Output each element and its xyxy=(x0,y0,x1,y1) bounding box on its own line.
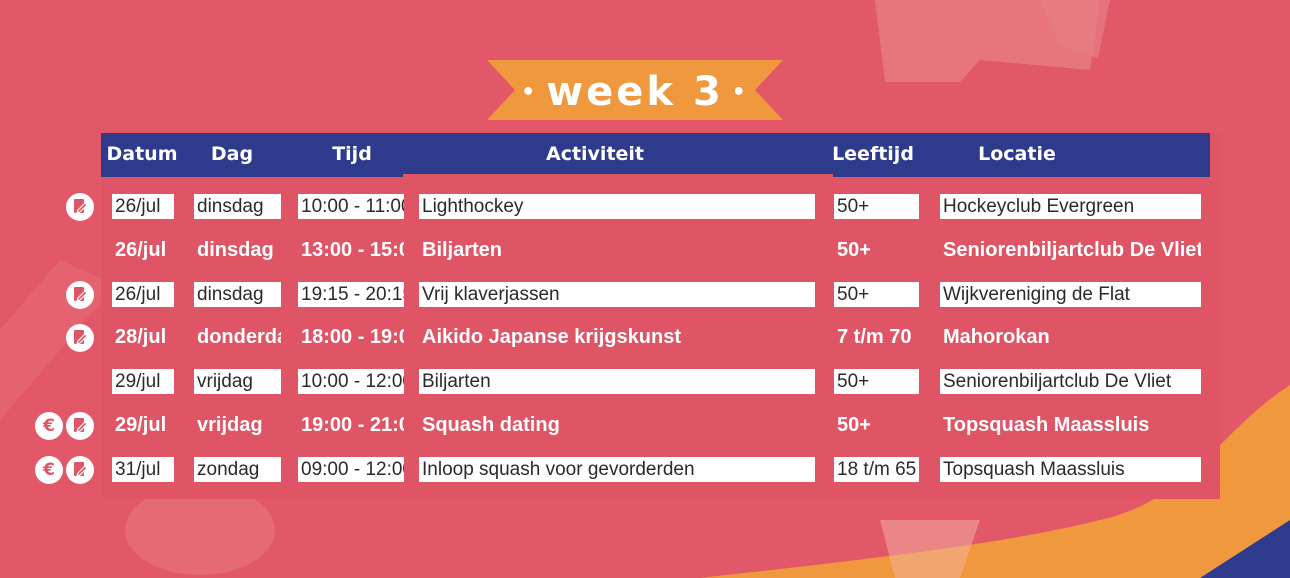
schedule-panel xyxy=(101,133,1220,499)
euro-icon: € xyxy=(35,412,63,440)
cell-activiteit: Squash dating xyxy=(422,414,560,436)
header-locatie: Locatie xyxy=(978,143,1056,165)
cell-leeftijd: 50+ xyxy=(834,369,919,394)
cell-dag: donderdag xyxy=(197,326,281,348)
table-header xyxy=(101,133,1210,177)
title-dot-right: • xyxy=(731,79,749,105)
header-datum: Datum xyxy=(106,143,178,165)
cell-leeftijd: 18 t/m 65 xyxy=(834,457,919,482)
cell-locatie: Topsquash Maassluis xyxy=(940,457,1201,482)
euro-icon: € xyxy=(35,456,63,484)
title-dot-left: • xyxy=(521,79,539,105)
cell-tijd: 13:00 - 15:00 xyxy=(301,239,404,261)
title-banner xyxy=(487,60,783,120)
table-row: 26/jul dinsdag 13:00 - 15:00 Biljarten 50+ Se… xyxy=(0,238,1290,263)
cell-tijd: 19:00 - 21:00 xyxy=(301,414,404,436)
cell-datum: 29/jul xyxy=(112,369,174,394)
document-icon xyxy=(66,324,94,352)
header-dag: Dag xyxy=(210,143,254,165)
cell-dag: vrijdag xyxy=(194,369,281,394)
cell-activiteit: Lighthockey xyxy=(419,194,815,219)
cell-leeftijd: 7 t/m 70 xyxy=(837,326,912,348)
table-row: 26/jul dinsdag 19:15 - 20:15 Vrij klaverjas… xyxy=(0,281,1290,309)
cell-dag: vrijdag xyxy=(197,414,263,436)
cell-datum: 31/jul xyxy=(112,457,174,482)
header-notch xyxy=(403,174,833,180)
header-leeftijd: Leeftijd xyxy=(832,143,914,165)
table-row: €31/jul zondag 09:00 - 12:00 Inloop squash … xyxy=(0,456,1290,484)
cell-activiteit: Aikido Japanse krijgskunst xyxy=(422,326,681,348)
cell-activiteit: Vrij klaverjassen xyxy=(419,282,815,307)
cell-datum: 28/jul xyxy=(115,326,167,348)
week-title: • week 3 • xyxy=(487,62,783,122)
table-row: €29/jul vrijdag 19:00 - 21:00 Squash dating… xyxy=(0,412,1290,440)
cell-locatie: Seniorenbiljartclub De Vliet xyxy=(943,239,1201,261)
cell-locatie: Topsquash Maassluis xyxy=(943,414,1150,436)
cell-leeftijd: 50+ xyxy=(837,414,871,436)
cell-leeftijd: 50+ xyxy=(834,282,919,307)
cell-datum: 26/jul xyxy=(112,194,174,219)
document-icon xyxy=(66,412,94,440)
cell-tijd: 10:00 - 12:00 xyxy=(298,369,404,394)
header-tijd: Tijd xyxy=(332,143,372,165)
week-label: week 3 xyxy=(546,69,724,115)
document-icon xyxy=(66,281,94,309)
cell-tijd: 18:00 - 19:00 xyxy=(301,326,404,348)
cell-tijd: 10:00 - 11:00 xyxy=(298,194,404,219)
cell-activiteit: Biljarten xyxy=(422,239,503,261)
cell-datum: 26/jul xyxy=(115,239,167,261)
cell-dag: dinsdag xyxy=(194,194,281,219)
cell-locatie: Seniorenbiljartclub De Vliet xyxy=(940,369,1201,394)
table-row: 29/jul vrijdag 10:00 - 12:00 Biljarten 50+ Se… xyxy=(0,369,1290,394)
cell-datum: 26/jul xyxy=(112,282,174,307)
cell-datum: 29/jul xyxy=(115,414,167,436)
cell-tijd: 09:00 - 12:00 xyxy=(298,457,404,482)
cell-activiteit: Inloop squash voor gevorderden xyxy=(419,457,815,482)
document-icon xyxy=(66,456,94,484)
cell-activiteit: Biljarten xyxy=(419,369,815,394)
cell-dag: dinsdag xyxy=(197,239,274,261)
cell-dag: dinsdag xyxy=(194,282,281,307)
cell-leeftijd: 50+ xyxy=(834,194,919,219)
table-row: 26/jul dinsdag 10:00 - 11:00 Lighthockey 50+… xyxy=(0,193,1290,221)
cell-locatie: Mahorokan xyxy=(943,326,1050,348)
document-icon xyxy=(66,193,94,221)
cell-tijd: 19:15 - 20:15 xyxy=(298,282,404,307)
cell-locatie: Hockeyclub Evergreen xyxy=(940,194,1201,219)
cell-locatie: Wijkvereniging de Flat xyxy=(940,282,1201,307)
cell-dag: zondag xyxy=(194,457,281,482)
cell-leeftijd: 50+ xyxy=(837,239,871,261)
table-row: 28/jul donderdag 18:00 - 19:00 Aikido Japan… xyxy=(0,324,1290,352)
header-activiteit: Activiteit xyxy=(545,143,645,165)
